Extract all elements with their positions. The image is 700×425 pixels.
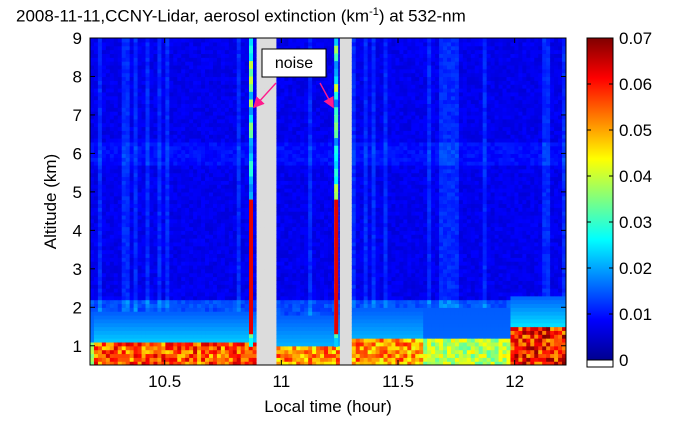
- noise-column: [249, 38, 253, 347]
- colorbar-tick-label: 0.06: [619, 75, 652, 94]
- colorbar-tick-label: 0.02: [619, 259, 652, 278]
- colorbar-tick-label: 0.04: [619, 167, 652, 186]
- x-tick-label: 11: [273, 372, 291, 391]
- y-tick-label: 5: [73, 183, 82, 202]
- y-axis-label: Altitude (km): [41, 154, 60, 249]
- colorbar-tick-label: 0.01: [619, 305, 652, 324]
- noise-column: [334, 38, 338, 347]
- colorbar-under-swatch: [587, 360, 613, 367]
- chart-title: 2008-11-11,CCNY-Lidar, aerosol extinctio…: [16, 6, 696, 27]
- colorbar-tick-label: 0: [619, 351, 628, 370]
- x-tick-label: 12: [505, 372, 524, 391]
- y-tick-label: 2: [73, 298, 82, 317]
- x-tick-label: 11.5: [382, 372, 414, 391]
- x-axis-label: Local time (hour): [264, 397, 392, 416]
- y-tick-label: 1: [73, 337, 82, 356]
- colorbar-tick-label: 0.07: [619, 29, 652, 48]
- y-tick-label: 8: [73, 67, 82, 86]
- colorbar-tick-label: 0.05: [619, 121, 652, 140]
- y-tick-label: 3: [73, 260, 82, 279]
- y-tick-label: 7: [73, 106, 82, 125]
- y-tick-label: 6: [73, 144, 82, 163]
- x-tick-label: 10.5: [148, 372, 181, 391]
- plot-area: [90, 38, 567, 366]
- colorbar: 0 0.01 0.02 0.03 0.04 0.05 0.06 0.07: [587, 29, 652, 370]
- colorbar-gradient: [587, 38, 613, 360]
- colorbar-tick-label: 0.03: [619, 213, 652, 232]
- noise-annotation-label: noise: [275, 55, 313, 72]
- y-tick-label: 4: [73, 221, 82, 240]
- y-tick-label: 9: [73, 29, 82, 48]
